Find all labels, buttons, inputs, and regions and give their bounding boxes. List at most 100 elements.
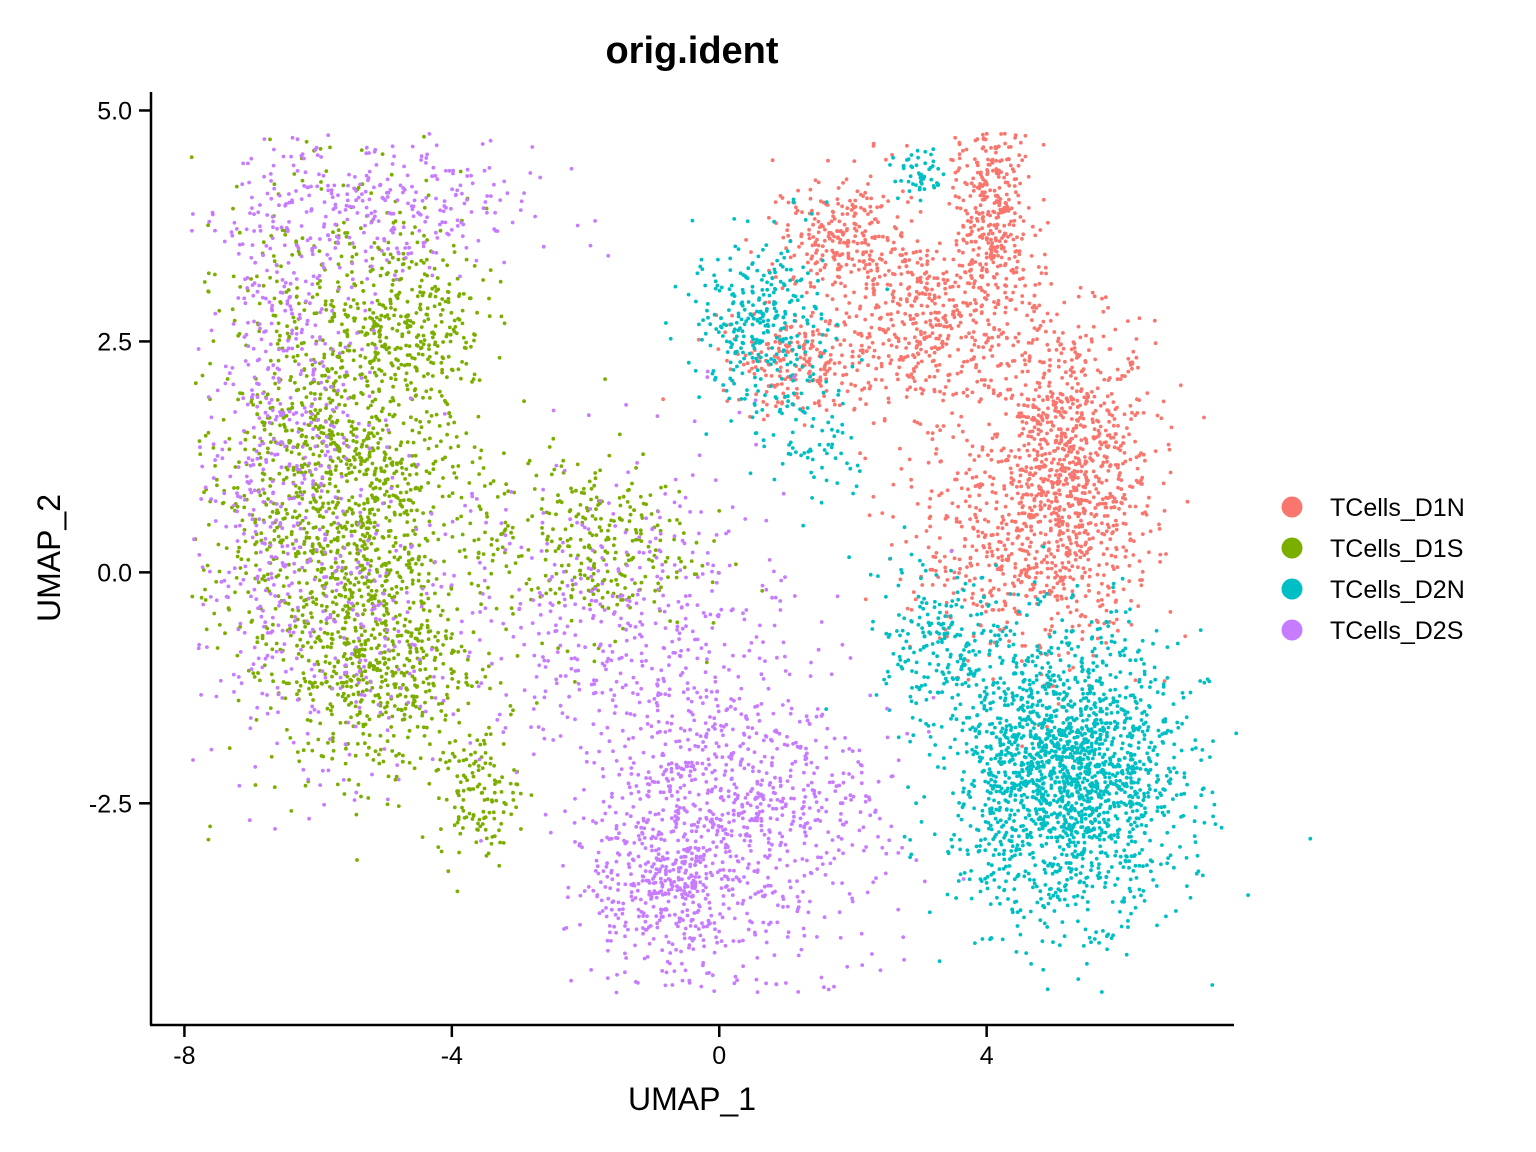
point [352,529,357,534]
point [880,511,885,515]
point [1111,400,1116,404]
point [281,584,286,588]
point [369,481,374,486]
point [202,280,207,284]
point [324,654,328,659]
point [318,396,322,401]
point [1089,457,1094,462]
point [1044,329,1048,334]
point [982,383,987,387]
point [387,560,391,565]
point [1061,565,1066,570]
point [1056,476,1061,481]
point [1038,228,1043,232]
point [845,244,850,248]
point [1026,434,1031,438]
point [354,477,358,482]
point [492,816,497,821]
point [293,624,298,629]
point [318,639,323,643]
point [511,798,516,802]
point [369,403,373,408]
point [1062,457,1067,462]
point [436,702,441,706]
point [1075,497,1080,501]
point [1090,339,1094,344]
point [1123,522,1128,526]
point [436,537,441,542]
point [1063,435,1068,439]
point [1034,562,1039,566]
point [361,289,365,293]
point [1097,563,1101,568]
point [1045,566,1050,571]
point [987,322,991,327]
point [359,226,363,231]
point [403,477,407,481]
point [331,731,336,736]
point [1106,305,1110,310]
point [852,407,856,412]
point [475,680,479,685]
point [322,355,327,360]
point [1069,374,1073,378]
point [495,495,500,499]
point [366,599,371,603]
point [1003,601,1008,606]
point [285,467,290,472]
point [920,583,925,587]
point [203,587,207,592]
point [556,546,561,551]
point [354,427,359,431]
point [1133,678,1138,683]
point [1071,402,1075,406]
point [349,424,354,429]
point [990,354,995,358]
point [378,436,383,441]
point [373,397,378,402]
point [1107,525,1111,530]
point [975,603,979,607]
point [845,389,850,394]
point [893,247,897,251]
point [383,561,388,566]
point [891,323,895,328]
point [343,604,348,608]
point [317,285,322,290]
point [397,613,402,617]
point [378,733,383,738]
point [328,319,332,324]
point [907,341,911,346]
point [258,400,263,405]
point [362,301,367,305]
point [352,542,357,546]
point [408,473,412,477]
point [889,543,894,547]
point [969,357,974,362]
point [941,424,946,428]
point [1013,562,1018,566]
point [980,310,984,314]
point [1035,328,1040,332]
point [362,581,367,586]
point [800,210,804,215]
point [351,358,356,363]
point [1051,457,1056,462]
point [343,302,348,306]
point [421,680,426,685]
point [822,365,827,370]
point [1094,474,1099,479]
point [867,345,871,350]
point [996,171,1001,176]
point [339,254,344,259]
point [478,742,483,747]
point [416,638,421,643]
point [302,526,306,531]
point [1071,577,1076,582]
point [275,398,280,402]
point [374,466,378,471]
point [447,411,451,416]
point [985,168,989,172]
point [388,252,393,257]
point [255,274,259,279]
